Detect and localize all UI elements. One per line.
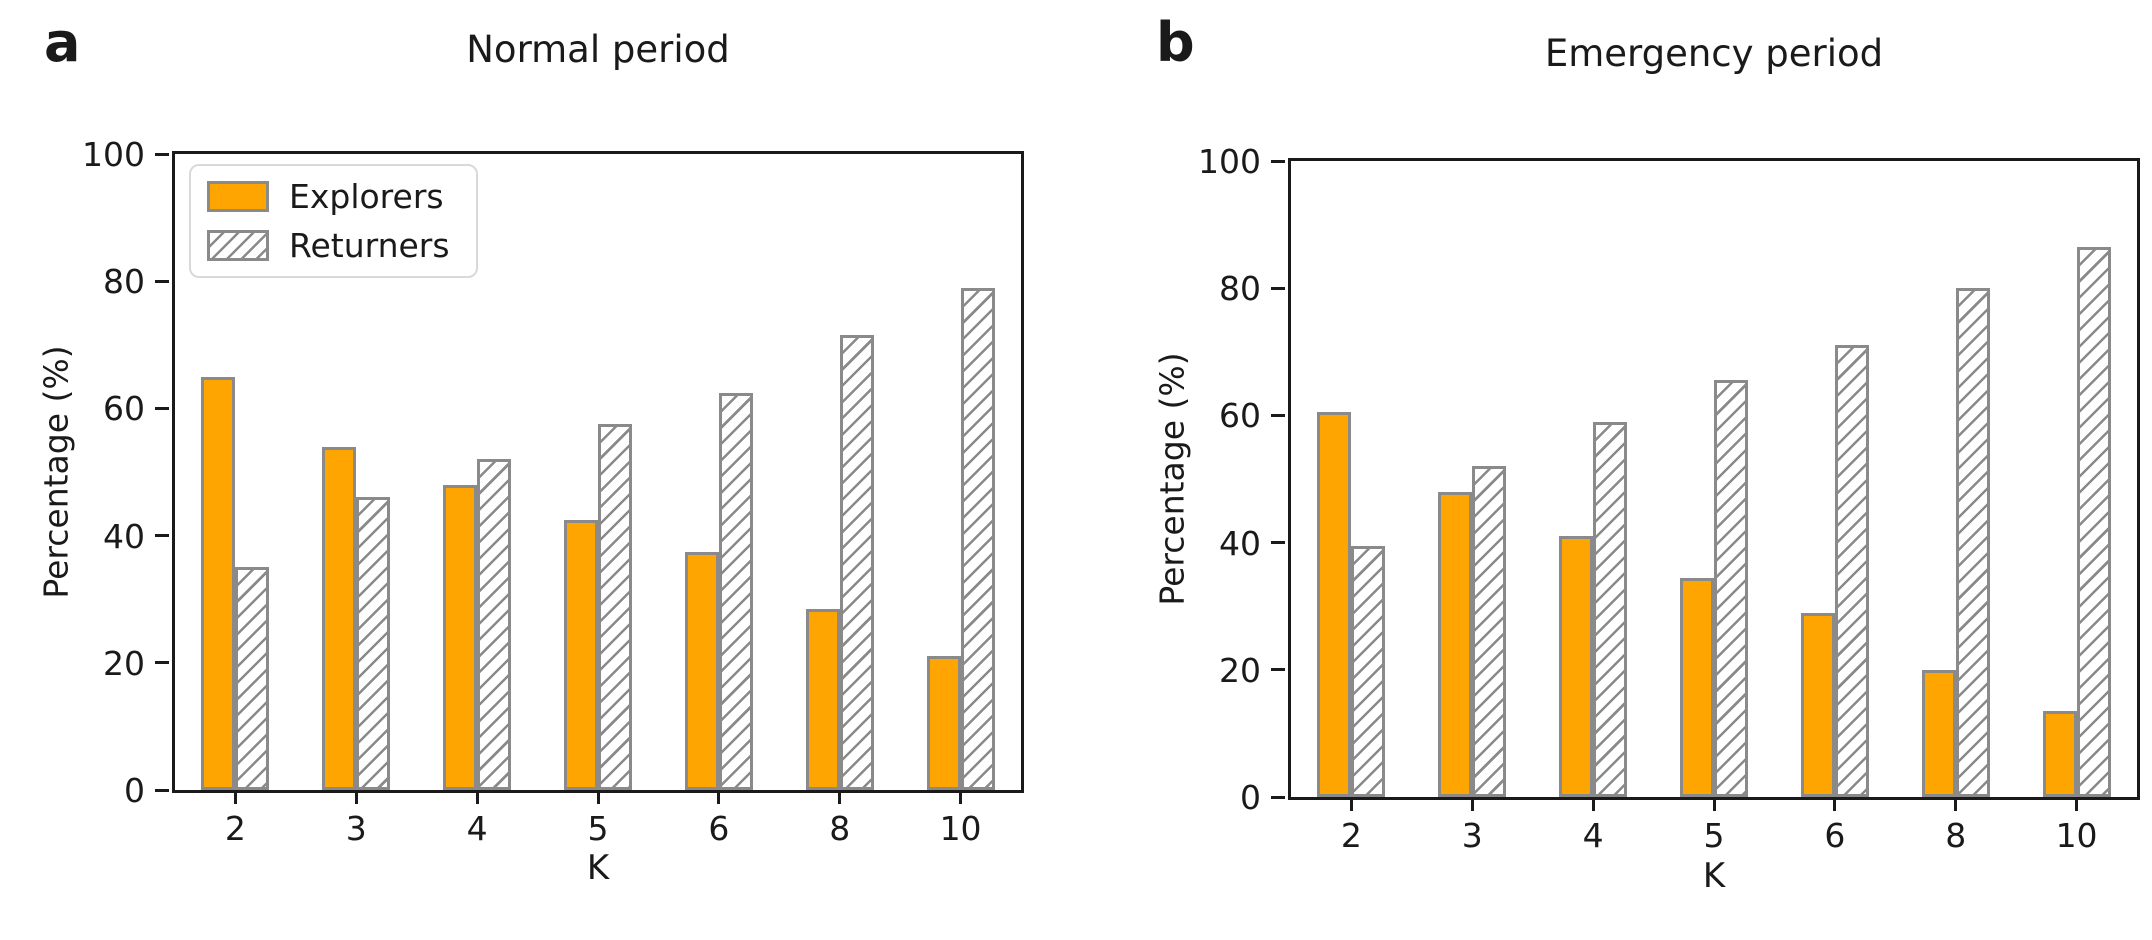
x-tick-mark <box>596 790 600 804</box>
returners-bar-k10 <box>960 287 995 790</box>
returners-bar-k10 <box>2076 246 2111 797</box>
y-tick-mark <box>1271 159 1285 163</box>
plot-area-a: Explorers Returners 0 20 40 60 80 100 2 3 4 5 6 8 10 <box>82 138 1024 845</box>
y-tick-mark <box>1271 541 1285 545</box>
y-tick-label: 0 <box>1240 778 1261 817</box>
explorers-bar-k4 <box>443 484 478 790</box>
returners-bar-k3 <box>1472 466 1507 797</box>
x-tick-mark <box>354 790 358 804</box>
y-tick-label: 80 <box>103 262 145 302</box>
explorers-bar-k5 <box>564 519 598 790</box>
legend: Explorers Returners <box>189 164 478 278</box>
x-tick-mark <box>1591 797 1595 811</box>
x-tick-mark <box>1349 797 1353 811</box>
x-tick-mark <box>1833 797 1837 811</box>
x-tick-mark <box>1470 797 1474 811</box>
returners-bar-k8 <box>1955 288 1990 797</box>
explorers-bar-k10 <box>926 656 961 790</box>
x-tick-mark <box>959 790 963 804</box>
plot-area-b: 0 20 40 60 80 100 2 3 4 5 6 8 10 <box>1198 145 2140 852</box>
panel-a-title: Normal period <box>466 28 730 71</box>
explorers-bar-k8 <box>805 608 840 790</box>
x-tick-label: 8 <box>829 809 851 848</box>
legend-label-explorers: Explorers <box>289 177 444 216</box>
returners-bar-k5 <box>1714 380 1748 797</box>
y-tick-mark <box>1271 795 1285 799</box>
legend-item-explorers: Explorers <box>207 180 450 213</box>
x-tick-label: 3 <box>1461 816 1483 855</box>
x-tick-mark <box>233 790 237 804</box>
y-tick-mark <box>155 279 169 283</box>
y-tick-label: 60 <box>103 389 145 429</box>
returners-bar-k4 <box>477 459 512 790</box>
y-tick-label: 100 <box>82 135 145 174</box>
explorers-bar-k4 <box>1559 536 1594 797</box>
x-tick-label: 4 <box>466 809 488 848</box>
y-tick-mark <box>155 661 169 665</box>
y-tick-mark <box>1271 413 1285 417</box>
x-tick-mark <box>1712 797 1716 811</box>
x-tick-label: 10 <box>2055 816 2098 855</box>
explorers-bar-k8 <box>1921 669 1956 797</box>
y-tick-mark <box>1271 668 1285 672</box>
x-tick-label: 10 <box>939 809 982 848</box>
y-tick-label: 100 <box>1198 142 1261 181</box>
explorers-bar-k6 <box>684 551 719 790</box>
legend-label-returners: Returners <box>289 226 450 265</box>
y-tick-mark <box>155 534 169 538</box>
panel-b-label: b <box>1156 11 1195 74</box>
y-tick-mark <box>155 788 169 792</box>
y-tick-mark <box>1271 286 1285 290</box>
y-tick-mark <box>155 152 169 156</box>
x-tick-label: 2 <box>1340 816 1362 855</box>
returners-bar-k5 <box>598 424 632 790</box>
panel-a-label: a <box>44 11 81 74</box>
returners-bar-k4 <box>1593 421 1628 797</box>
x-tick-label: 6 <box>1824 816 1846 855</box>
returners-bar-k2 <box>235 567 270 790</box>
returners-bar-k6 <box>1834 345 1869 797</box>
explorers-bar-k3 <box>322 446 357 790</box>
y-tick-label: 40 <box>1219 523 1261 563</box>
returners-bar-k2 <box>1351 545 1386 797</box>
y-tick-label: 20 <box>1219 650 1261 690</box>
x-axis-label-b: K <box>1702 856 1726 896</box>
y-tick-mark <box>155 406 169 410</box>
legend-item-returners: Returners <box>207 229 450 262</box>
returners-bar-k8 <box>839 335 874 790</box>
x-tick-label: 2 <box>224 809 246 848</box>
explorers-bar-k5 <box>1680 577 1714 797</box>
returners-bar-k3 <box>356 497 391 790</box>
x-tick-label: 3 <box>345 809 367 848</box>
x-tick-mark <box>717 790 721 804</box>
x-tick-mark <box>838 790 842 804</box>
x-tick-label: 4 <box>1582 816 1604 855</box>
y-axis-label-b: Percentage (%) <box>1152 352 1192 606</box>
explorers-bar-k6 <box>1800 612 1835 797</box>
y-tick-label: 40 <box>103 516 145 556</box>
returners-swatch-icon <box>207 230 269 261</box>
y-tick-label: 20 <box>103 643 145 683</box>
x-tick-label: 6 <box>708 809 730 848</box>
x-tick-mark <box>1954 797 1958 811</box>
explorers-bar-k3 <box>1438 491 1473 797</box>
y-tick-label: 0 <box>124 771 145 810</box>
x-tick-mark <box>475 790 479 804</box>
x-tick-mark <box>2075 797 2079 811</box>
returners-bar-k6 <box>718 392 753 790</box>
explorers-swatch-icon <box>207 181 269 212</box>
explorers-bar-k10 <box>2042 711 2077 797</box>
x-tick-label: 8 <box>1945 816 1967 855</box>
y-axis-label-a: Percentage (%) <box>36 345 76 599</box>
x-tick-label: 5 <box>587 809 609 848</box>
panel-b-title: Emergency period <box>1544 32 1884 75</box>
explorers-bar-k2 <box>1317 412 1352 797</box>
y-tick-label: 80 <box>1219 269 1261 309</box>
x-tick-label: 5 <box>1703 816 1725 855</box>
explorers-bar-k2 <box>201 376 236 790</box>
x-axis-label-a: K <box>586 848 610 888</box>
y-tick-label: 60 <box>1219 396 1261 436</box>
